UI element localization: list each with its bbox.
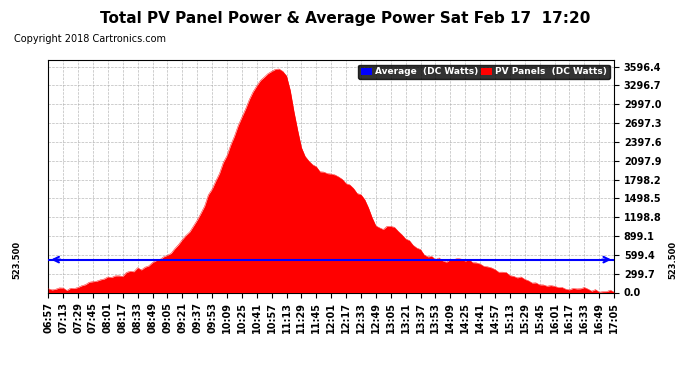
Legend: Average  (DC Watts), PV Panels  (DC Watts): Average (DC Watts), PV Panels (DC Watts) [358, 64, 609, 79]
Text: 523.500: 523.500 [668, 240, 678, 279]
Text: 523.500: 523.500 [12, 240, 22, 279]
Text: Total PV Panel Power & Average Power Sat Feb 17  17:20: Total PV Panel Power & Average Power Sat… [100, 11, 590, 26]
Text: Copyright 2018 Cartronics.com: Copyright 2018 Cartronics.com [14, 34, 166, 44]
